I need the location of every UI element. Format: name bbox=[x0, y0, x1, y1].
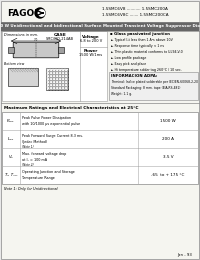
Bar bbox=[8, 47, 14, 53]
Text: Peak Pulse Power Dissipation: Peak Pulse Power Dissipation bbox=[22, 115, 71, 120]
Bar bbox=[2, 31, 107, 101]
Text: ► Typical I₂t less than 1 A²s above 10V: ► Typical I₂t less than 1 A²s above 10V bbox=[111, 38, 173, 42]
Text: Operating Junction and Storage: Operating Junction and Storage bbox=[22, 170, 75, 173]
Text: Iₚₚₖ: Iₚₚₖ bbox=[8, 137, 14, 141]
Text: Peak Forward Surge Current 8.3 ms.: Peak Forward Surge Current 8.3 ms. bbox=[22, 133, 83, 138]
Text: 1.5SMC6V8C ....... 1.5SMC200CA: 1.5SMC6V8C ....... 1.5SMC200CA bbox=[102, 13, 169, 17]
Text: 3.5 V: 3.5 V bbox=[163, 155, 173, 159]
Text: Terminal: Indice plated solderable per IEC/EN-60068-2-20: Terminal: Indice plated solderable per I… bbox=[111, 80, 198, 84]
Text: Power: Power bbox=[84, 49, 98, 53]
Text: Vₙ: Vₙ bbox=[9, 155, 13, 159]
Text: Note 1: Only for Unidirectional: Note 1: Only for Unidirectional bbox=[4, 187, 58, 191]
Text: Tⱼ, Tₛₜᵧ: Tⱼ, Tₛₜᵧ bbox=[5, 173, 17, 177]
Text: (Note 2): (Note 2) bbox=[22, 163, 34, 167]
Text: with 10/1000 μs exponential pulse: with 10/1000 μs exponential pulse bbox=[22, 122, 80, 126]
FancyBboxPatch shape bbox=[13, 42, 59, 58]
Text: Voltage: Voltage bbox=[82, 35, 100, 39]
Bar bbox=[46, 68, 68, 90]
Bar bbox=[8, 68, 38, 86]
Bar bbox=[1, 22, 199, 31]
Text: Weight: 1.1 g.: Weight: 1.1 g. bbox=[111, 92, 132, 96]
Bar bbox=[58, 47, 64, 53]
Text: 7.0: 7.0 bbox=[34, 38, 38, 42]
Text: ▪ Glass passivated junction: ▪ Glass passivated junction bbox=[110, 32, 170, 36]
Text: CASE: CASE bbox=[54, 33, 66, 37]
Text: INFORMACION ADPA:: INFORMACION ADPA: bbox=[111, 74, 157, 78]
Text: Bottom view: Bottom view bbox=[4, 62, 24, 66]
Text: 1500 W Unidirectional and bidirectional Surface Mounted Transient Voltage Suppre: 1500 W Unidirectional and bidirectional … bbox=[0, 24, 200, 29]
Circle shape bbox=[35, 8, 45, 18]
Bar bbox=[109, 72, 198, 100]
Text: ► Thin plastic material conforms to UL94-V-0: ► Thin plastic material conforms to UL94… bbox=[111, 50, 183, 54]
Text: Dimensions in mm.: Dimensions in mm. bbox=[4, 33, 38, 37]
Text: ► Easy pick and place: ► Easy pick and place bbox=[111, 62, 146, 66]
Text: Pₚₚₖ: Pₚₚₖ bbox=[7, 119, 15, 123]
Text: SMC/DO-214AB: SMC/DO-214AB bbox=[46, 37, 74, 41]
Text: 6.8 to 200 V: 6.8 to 200 V bbox=[80, 40, 102, 43]
Circle shape bbox=[38, 10, 45, 16]
Text: ► Response time typically < 1 ns: ► Response time typically < 1 ns bbox=[111, 44, 164, 48]
Text: 1500 W/1ms: 1500 W/1ms bbox=[79, 54, 103, 57]
Text: ► Low profile package: ► Low profile package bbox=[111, 56, 146, 60]
Text: -65  to + 175 °C: -65 to + 175 °C bbox=[151, 173, 185, 177]
Text: Temperature Range: Temperature Range bbox=[22, 176, 55, 180]
Text: 1.5SMC6V8 ........... 1.5SMC200A: 1.5SMC6V8 ........... 1.5SMC200A bbox=[102, 7, 168, 11]
Text: Maximum Ratings and Electrical Characteristics at 25°C: Maximum Ratings and Electrical Character… bbox=[4, 106, 138, 110]
Text: 200 A: 200 A bbox=[162, 137, 174, 141]
Text: (Note 1): (Note 1) bbox=[22, 145, 34, 149]
Bar bbox=[2, 112, 198, 184]
Text: Max. forward voltage drop: Max. forward voltage drop bbox=[22, 152, 66, 155]
Text: at Iₙ = 100 mA: at Iₙ = 100 mA bbox=[22, 158, 47, 162]
Text: Jan - 93: Jan - 93 bbox=[178, 253, 192, 257]
Text: ► Hi temperature solder tag 260°C / 10 sec.: ► Hi temperature solder tag 260°C / 10 s… bbox=[111, 68, 182, 72]
Text: (Jedec Method): (Jedec Method) bbox=[22, 140, 47, 144]
Text: 1500 W: 1500 W bbox=[160, 119, 176, 123]
Text: Standard Packaging: 8 mm. tape (EIA-RS-481): Standard Packaging: 8 mm. tape (EIA-RS-4… bbox=[111, 86, 180, 90]
Text: FAGOR: FAGOR bbox=[7, 9, 41, 17]
